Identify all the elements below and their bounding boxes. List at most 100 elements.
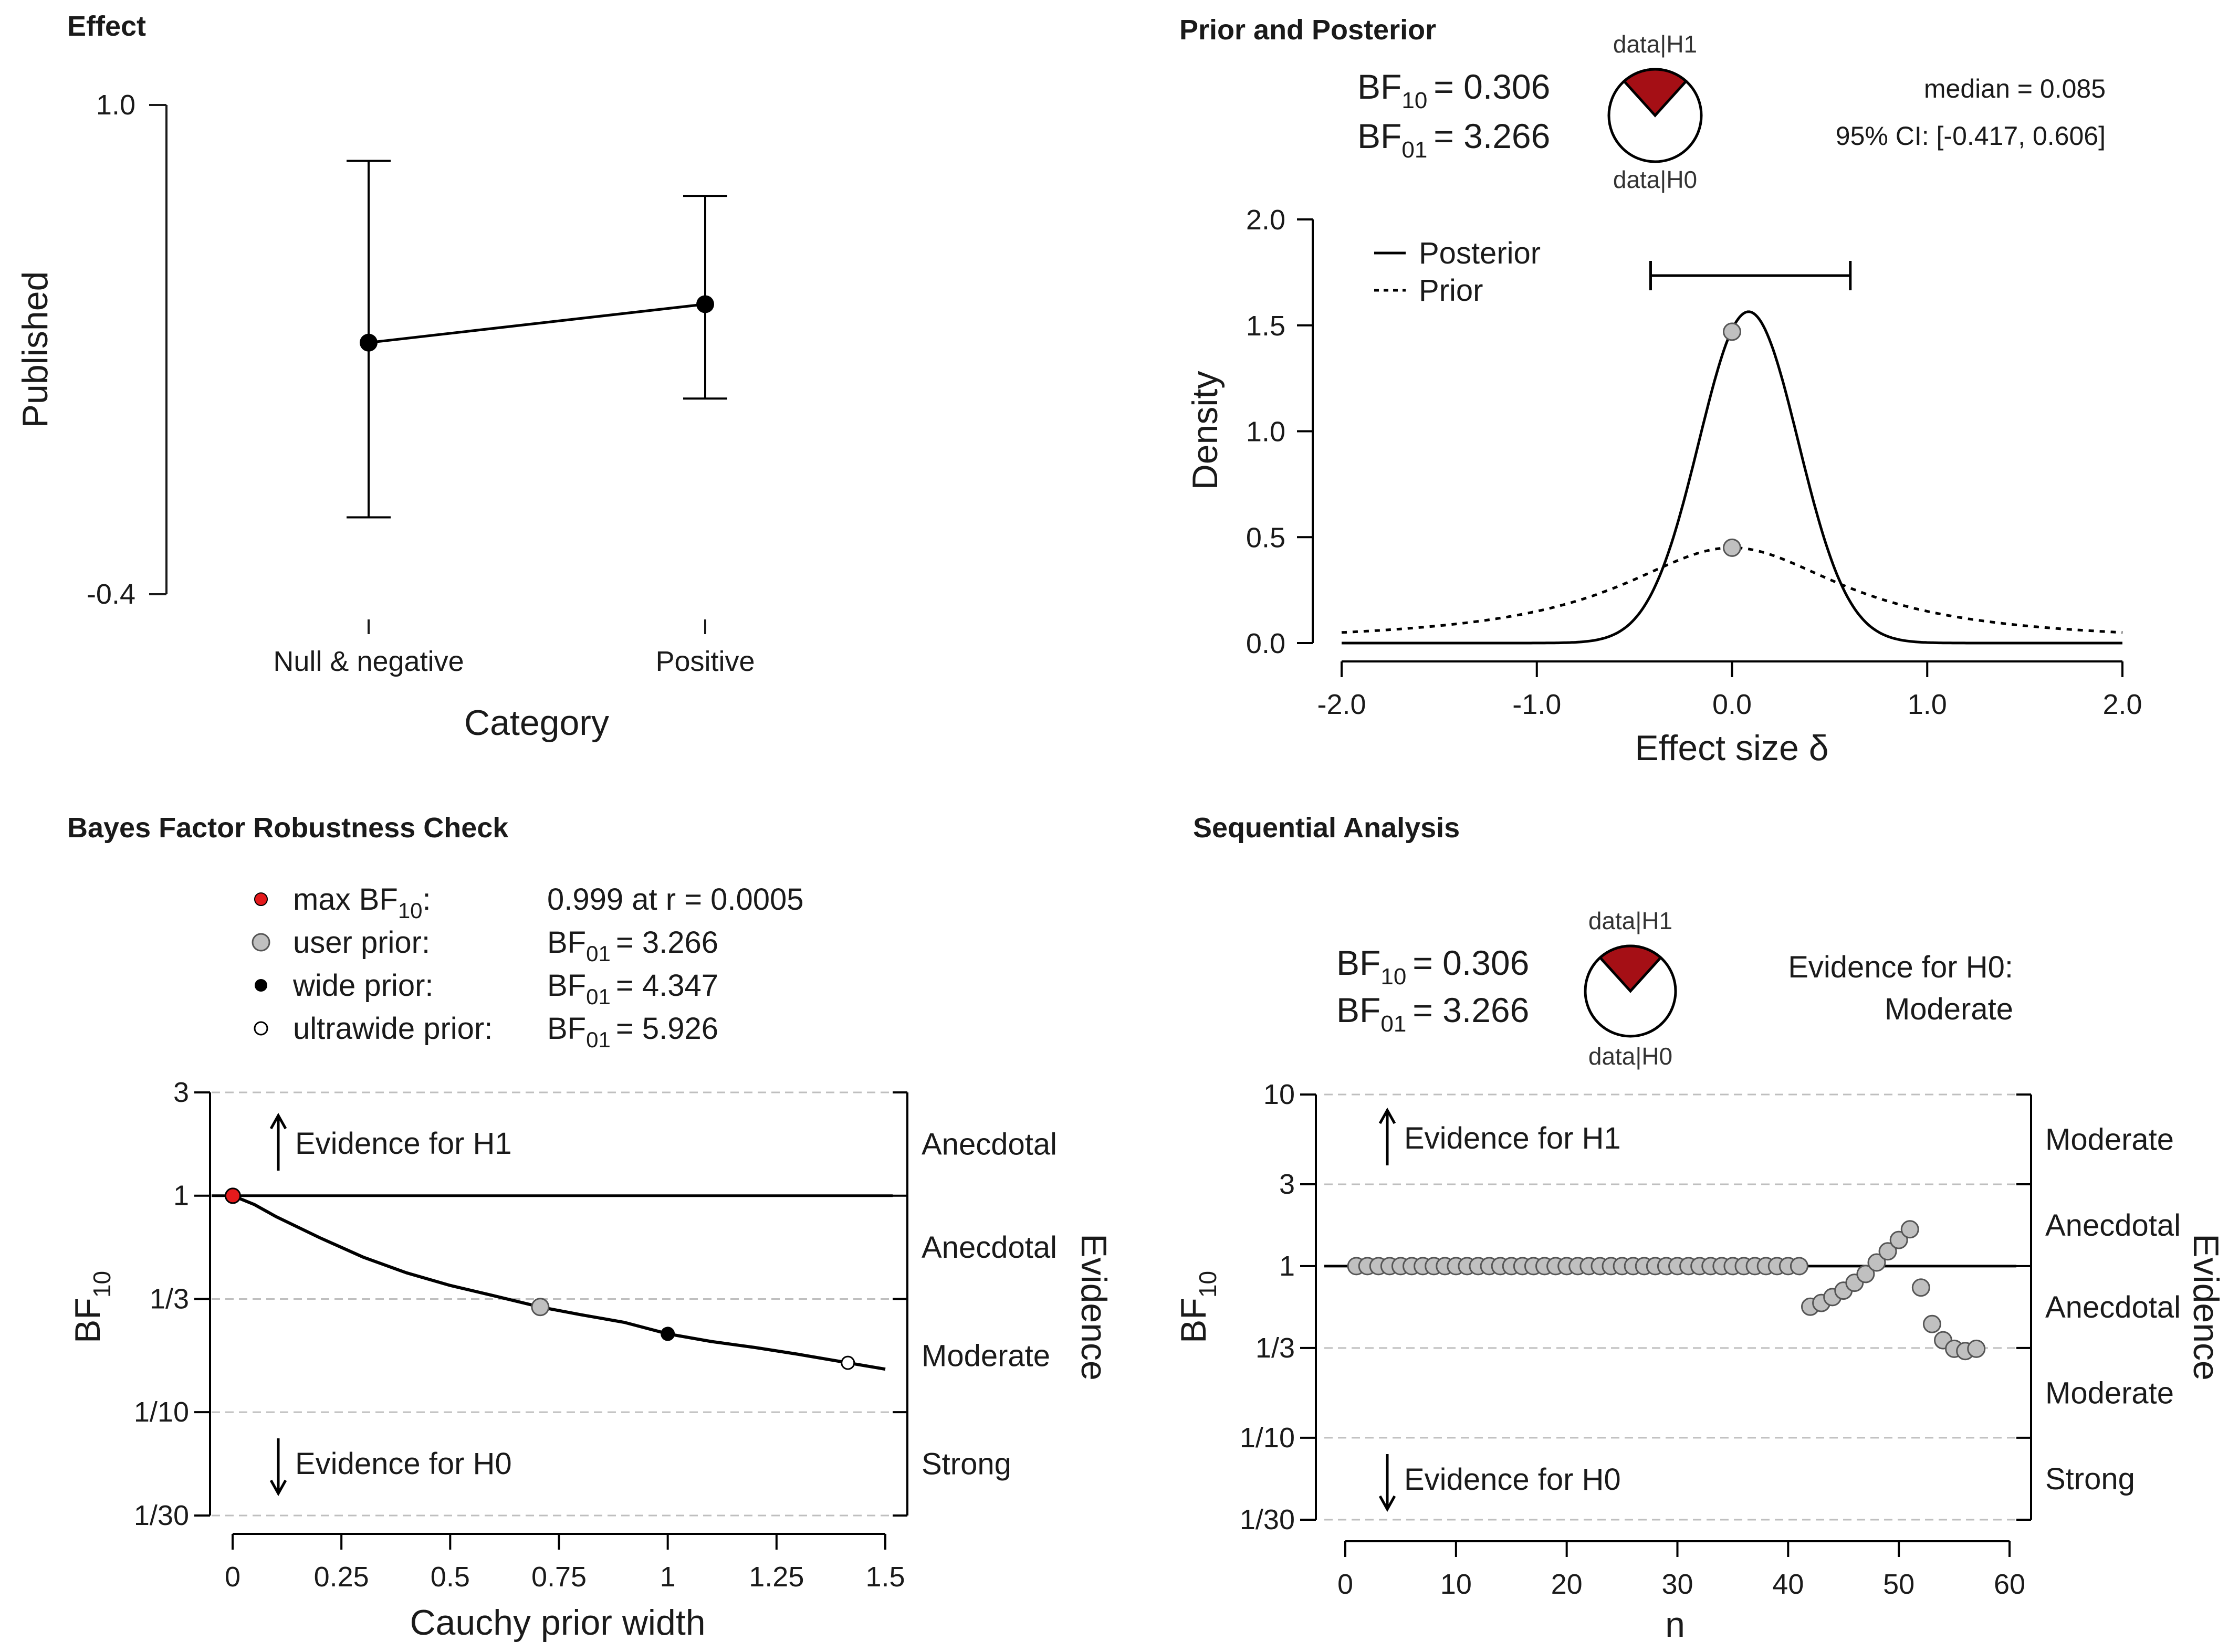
legend-user-label: user prior: bbox=[293, 925, 430, 960]
pp-ytick-label: 1.0 bbox=[1246, 416, 1285, 448]
prior-point-at-zero bbox=[1723, 538, 1741, 557]
pp-xtick-label: 2.0 bbox=[2102, 689, 2142, 720]
seq-bf-pie-chart bbox=[1584, 944, 1677, 1038]
effect-size-x-label: Effect size δ bbox=[1635, 728, 1828, 768]
sequential-point bbox=[1856, 1265, 1875, 1283]
sequential-point bbox=[1911, 1278, 1930, 1297]
seq-evidence-text-2: Moderate bbox=[1885, 992, 2013, 1026]
pp-ytick-label: 0.5 bbox=[1246, 522, 1285, 553]
xtick-label: 0 bbox=[225, 1561, 240, 1593]
arrow-up-label: Evidence for H1 bbox=[295, 1127, 512, 1161]
posterior-ci: 95% CI: [-0.417, 0.606] bbox=[1836, 121, 2106, 151]
ytick-label: 1/3 bbox=[1255, 1332, 1295, 1364]
robustness-point-wide bbox=[661, 1327, 675, 1341]
pie-bottom-label: data|H0 bbox=[1613, 166, 1697, 193]
sequential-y-label: BF10 bbox=[1174, 1271, 1221, 1343]
effect-panel: Effect 1.0 -0.4 Published Null & negativ… bbox=[15, 10, 755, 743]
legend-ultrawide-label: ultrawide prior: bbox=[293, 1012, 493, 1046]
xtick-label: 0 bbox=[1337, 1569, 1353, 1600]
xtick-label: 10 bbox=[1440, 1569, 1472, 1600]
ytick-label: 1/10 bbox=[1240, 1422, 1295, 1454]
pie-top-label: data|H1 bbox=[1613, 30, 1697, 58]
pp-ytick-label: 0.0 bbox=[1246, 628, 1285, 659]
xtick-label: 30 bbox=[1661, 1569, 1693, 1600]
legend-max-marker bbox=[254, 892, 268, 906]
robustness-point-max bbox=[224, 1187, 241, 1204]
posterior-point-at-zero bbox=[1723, 322, 1741, 341]
legend-max-value: 0.999 at r = 0.0005 bbox=[547, 882, 804, 917]
arrow-up-head bbox=[1378, 1107, 1396, 1124]
ytick-label: 1/30 bbox=[134, 1500, 189, 1531]
robustness-x-label: Cauchy prior width bbox=[410, 1603, 705, 1643]
xtick-label: 40 bbox=[1772, 1569, 1804, 1600]
ytick-label: 1 bbox=[1279, 1250, 1295, 1282]
xtick-label: 0.5 bbox=[431, 1561, 470, 1593]
posterior-curve bbox=[1342, 310, 2122, 645]
xtick-label: 1.5 bbox=[865, 1561, 905, 1593]
effect-point bbox=[360, 333, 378, 352]
effect-xtick-label: Positive bbox=[655, 646, 755, 677]
bf-pie-chart bbox=[1607, 68, 1703, 163]
arrow-down-label: Evidence for H0 bbox=[295, 1447, 512, 1481]
sequential-point bbox=[1889, 1230, 1908, 1249]
arrow-down-label: Evidence for H0 bbox=[1404, 1462, 1621, 1497]
ytick-label: 3 bbox=[1279, 1169, 1295, 1200]
xtick-label: 0.25 bbox=[314, 1561, 369, 1593]
robustness-evidence-label: Evidence bbox=[1074, 1234, 1114, 1381]
seq-bf01-label: BF01 = 3.266 bbox=[1336, 991, 1529, 1037]
sequential-x-label: n bbox=[1665, 1605, 1685, 1645]
robustness-y-label: BF10 bbox=[68, 1271, 116, 1343]
xtick-label: 20 bbox=[1551, 1569, 1583, 1600]
xtick-label: 1 bbox=[660, 1561, 676, 1593]
seq-evidence-text-1: Evidence for H0: bbox=[1788, 950, 2013, 984]
bf10-label: BF10 = 0.306 bbox=[1357, 67, 1550, 113]
robustness-curve bbox=[232, 1194, 886, 1371]
density-y-label: Density bbox=[1185, 371, 1225, 490]
effect-line bbox=[368, 302, 706, 344]
pp-ytick-label: 2.0 bbox=[1246, 204, 1285, 236]
ytick-label: 10 bbox=[1263, 1079, 1295, 1110]
effect-x-label: Category bbox=[464, 703, 609, 743]
ytick-label: 1/3 bbox=[150, 1283, 189, 1314]
effect-point bbox=[696, 295, 714, 313]
pie-h1-slice bbox=[1622, 68, 1688, 118]
robustness-point-ultrawide bbox=[841, 1355, 855, 1370]
sequential-point bbox=[1967, 1339, 1986, 1358]
arrow-down-head bbox=[269, 1479, 287, 1497]
sequential-evidence-label: Evidence bbox=[2186, 1234, 2226, 1381]
effect-ytick-label: -0.4 bbox=[87, 578, 135, 610]
sequential-panel: Sequential Analysis BF10 = 0.306 BF01 = 3.… bbox=[1174, 812, 2226, 1645]
legend-ultrawide-value: BF01 = 5.926 bbox=[547, 1012, 718, 1052]
evidence-band-label: Anecdotal bbox=[2045, 1208, 2181, 1243]
arrow-up-head bbox=[269, 1112, 287, 1130]
evidence-band-label: Moderate bbox=[2045, 1122, 2174, 1156]
robustness-title: Bayes Factor Robustness Check bbox=[67, 812, 509, 844]
sequential-point bbox=[1790, 1257, 1808, 1276]
xtick-label: 1.25 bbox=[749, 1561, 804, 1593]
evidence-band-label: Anecdotal bbox=[922, 1127, 1057, 1161]
sequential-point bbox=[1922, 1314, 1941, 1333]
xtick-label: 60 bbox=[1994, 1569, 2025, 1600]
effect-ytick-label: 1.0 bbox=[96, 89, 135, 121]
sequential-title: Sequential Analysis bbox=[1193, 812, 1460, 844]
seq-pie-top-label: data|H1 bbox=[1588, 907, 1672, 934]
seq-bf10-label: BF10 = 0.306 bbox=[1336, 943, 1529, 990]
evidence-band-label: Strong bbox=[922, 1447, 1011, 1481]
xtick-label: 0.75 bbox=[531, 1561, 587, 1593]
legend-wide-label: wide prior: bbox=[292, 969, 434, 1003]
sequential-point bbox=[1900, 1220, 1919, 1239]
arrow-down-head bbox=[1378, 1495, 1396, 1512]
pp-xtick-label: -2.0 bbox=[1317, 689, 1366, 720]
bf01-label: BF01 = 3.266 bbox=[1357, 117, 1550, 163]
effect-xtick-label: Null & negative bbox=[273, 646, 464, 677]
legend-user-value: BF01 = 3.266 bbox=[547, 925, 718, 966]
ytick-label: 1/30 bbox=[1240, 1504, 1295, 1535]
legend-wide-value: BF01 = 4.347 bbox=[547, 969, 718, 1009]
evidence-band-label: Anecdotal bbox=[922, 1230, 1057, 1265]
arrow-up-label: Evidence for H1 bbox=[1404, 1121, 1621, 1155]
evidence-band-label: Strong bbox=[2045, 1462, 2135, 1496]
robustness-panel: Bayes Factor Robustness Check max BF10: … bbox=[67, 812, 1114, 1643]
pp-xtick-label: 1.0 bbox=[1908, 689, 1947, 720]
legend-posterior: Posterior bbox=[1419, 236, 1541, 270]
